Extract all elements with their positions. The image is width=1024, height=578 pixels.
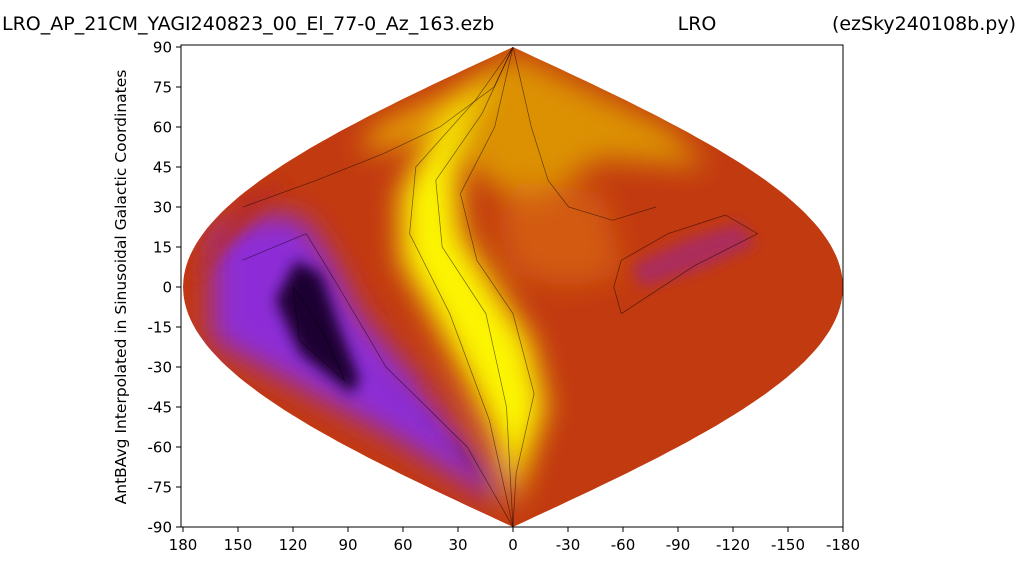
y-tick-label: 30 — [153, 199, 172, 217]
contour-line — [460, 47, 535, 527]
y-tick-label: -30 — [148, 359, 173, 377]
dark-minimum — [275, 260, 360, 394]
y-tick-label: 90 — [153, 39, 172, 57]
x-tick-label: 180 — [169, 536, 198, 554]
y-axis-label: AntBAvg Interpolated in Sinusoidal Galac… — [112, 70, 130, 505]
y-axis-ticks: 90 75 60 45 30 15 0 -15 -30 -45 -60 -75 -90 — [148, 39, 181, 537]
y-tick-label: 60 — [153, 119, 172, 137]
y-tick-label: -75 — [148, 479, 173, 497]
x-tick-label: 120 — [279, 536, 308, 554]
purple-region — [211, 212, 499, 501]
y-tick-label: 0 — [162, 279, 172, 297]
orange-region-north — [449, 52, 708, 207]
y-tick-label: 45 — [153, 159, 172, 177]
yellow-north-arm — [359, 79, 477, 154]
contour-lines — [242, 47, 759, 527]
x-tick-label: 90 — [338, 536, 357, 554]
contour-line — [292, 285, 346, 381]
contour-line — [435, 47, 514, 527]
x-tick-label: 30 — [448, 536, 467, 554]
contour-line — [242, 47, 514, 208]
red-edge-west — [186, 180, 289, 287]
y-tick-label: -45 — [148, 399, 173, 417]
y-tick-label: -60 — [148, 439, 173, 457]
plot-frame — [180, 44, 844, 528]
y-tick-label: 15 — [153, 239, 172, 257]
y-tick-label: -15 — [148, 319, 173, 337]
x-tick-label: -60 — [611, 536, 636, 554]
x-tick-label: -150 — [771, 536, 805, 554]
contour-line — [242, 233, 514, 527]
y-tick-label: 75 — [153, 79, 172, 97]
x-tick-label: -90 — [666, 536, 691, 554]
chart-title-center: LRO — [678, 13, 717, 35]
x-tick-label: 150 — [224, 536, 253, 554]
x-tick-label: -180 — [826, 536, 860, 554]
y-tick-label: -90 — [148, 519, 173, 537]
x-tick-label: -30 — [556, 536, 581, 554]
x-tick-label: 0 — [508, 536, 518, 554]
x-axis-ticks: 180 150 120 90 60 30 0 -30 -60 -90 -120 -150 -180 — [169, 527, 860, 554]
contour-line — [512, 47, 657, 221]
yellow-band — [400, 73, 546, 506]
chart-title-right: (ezSky240108b.py) — [832, 13, 1016, 35]
contour-line — [613, 214, 759, 314]
sky-map — [183, 47, 843, 527]
magenta-patch — [631, 223, 757, 287]
x-tick-label: 60 — [393, 536, 412, 554]
orange-region-mid — [496, 180, 623, 287]
chart-title-left: LRO_AP_21CM_YAGI240823_00_El_77-0_Az_163… — [2, 13, 494, 35]
x-tick-label: -120 — [716, 536, 750, 554]
